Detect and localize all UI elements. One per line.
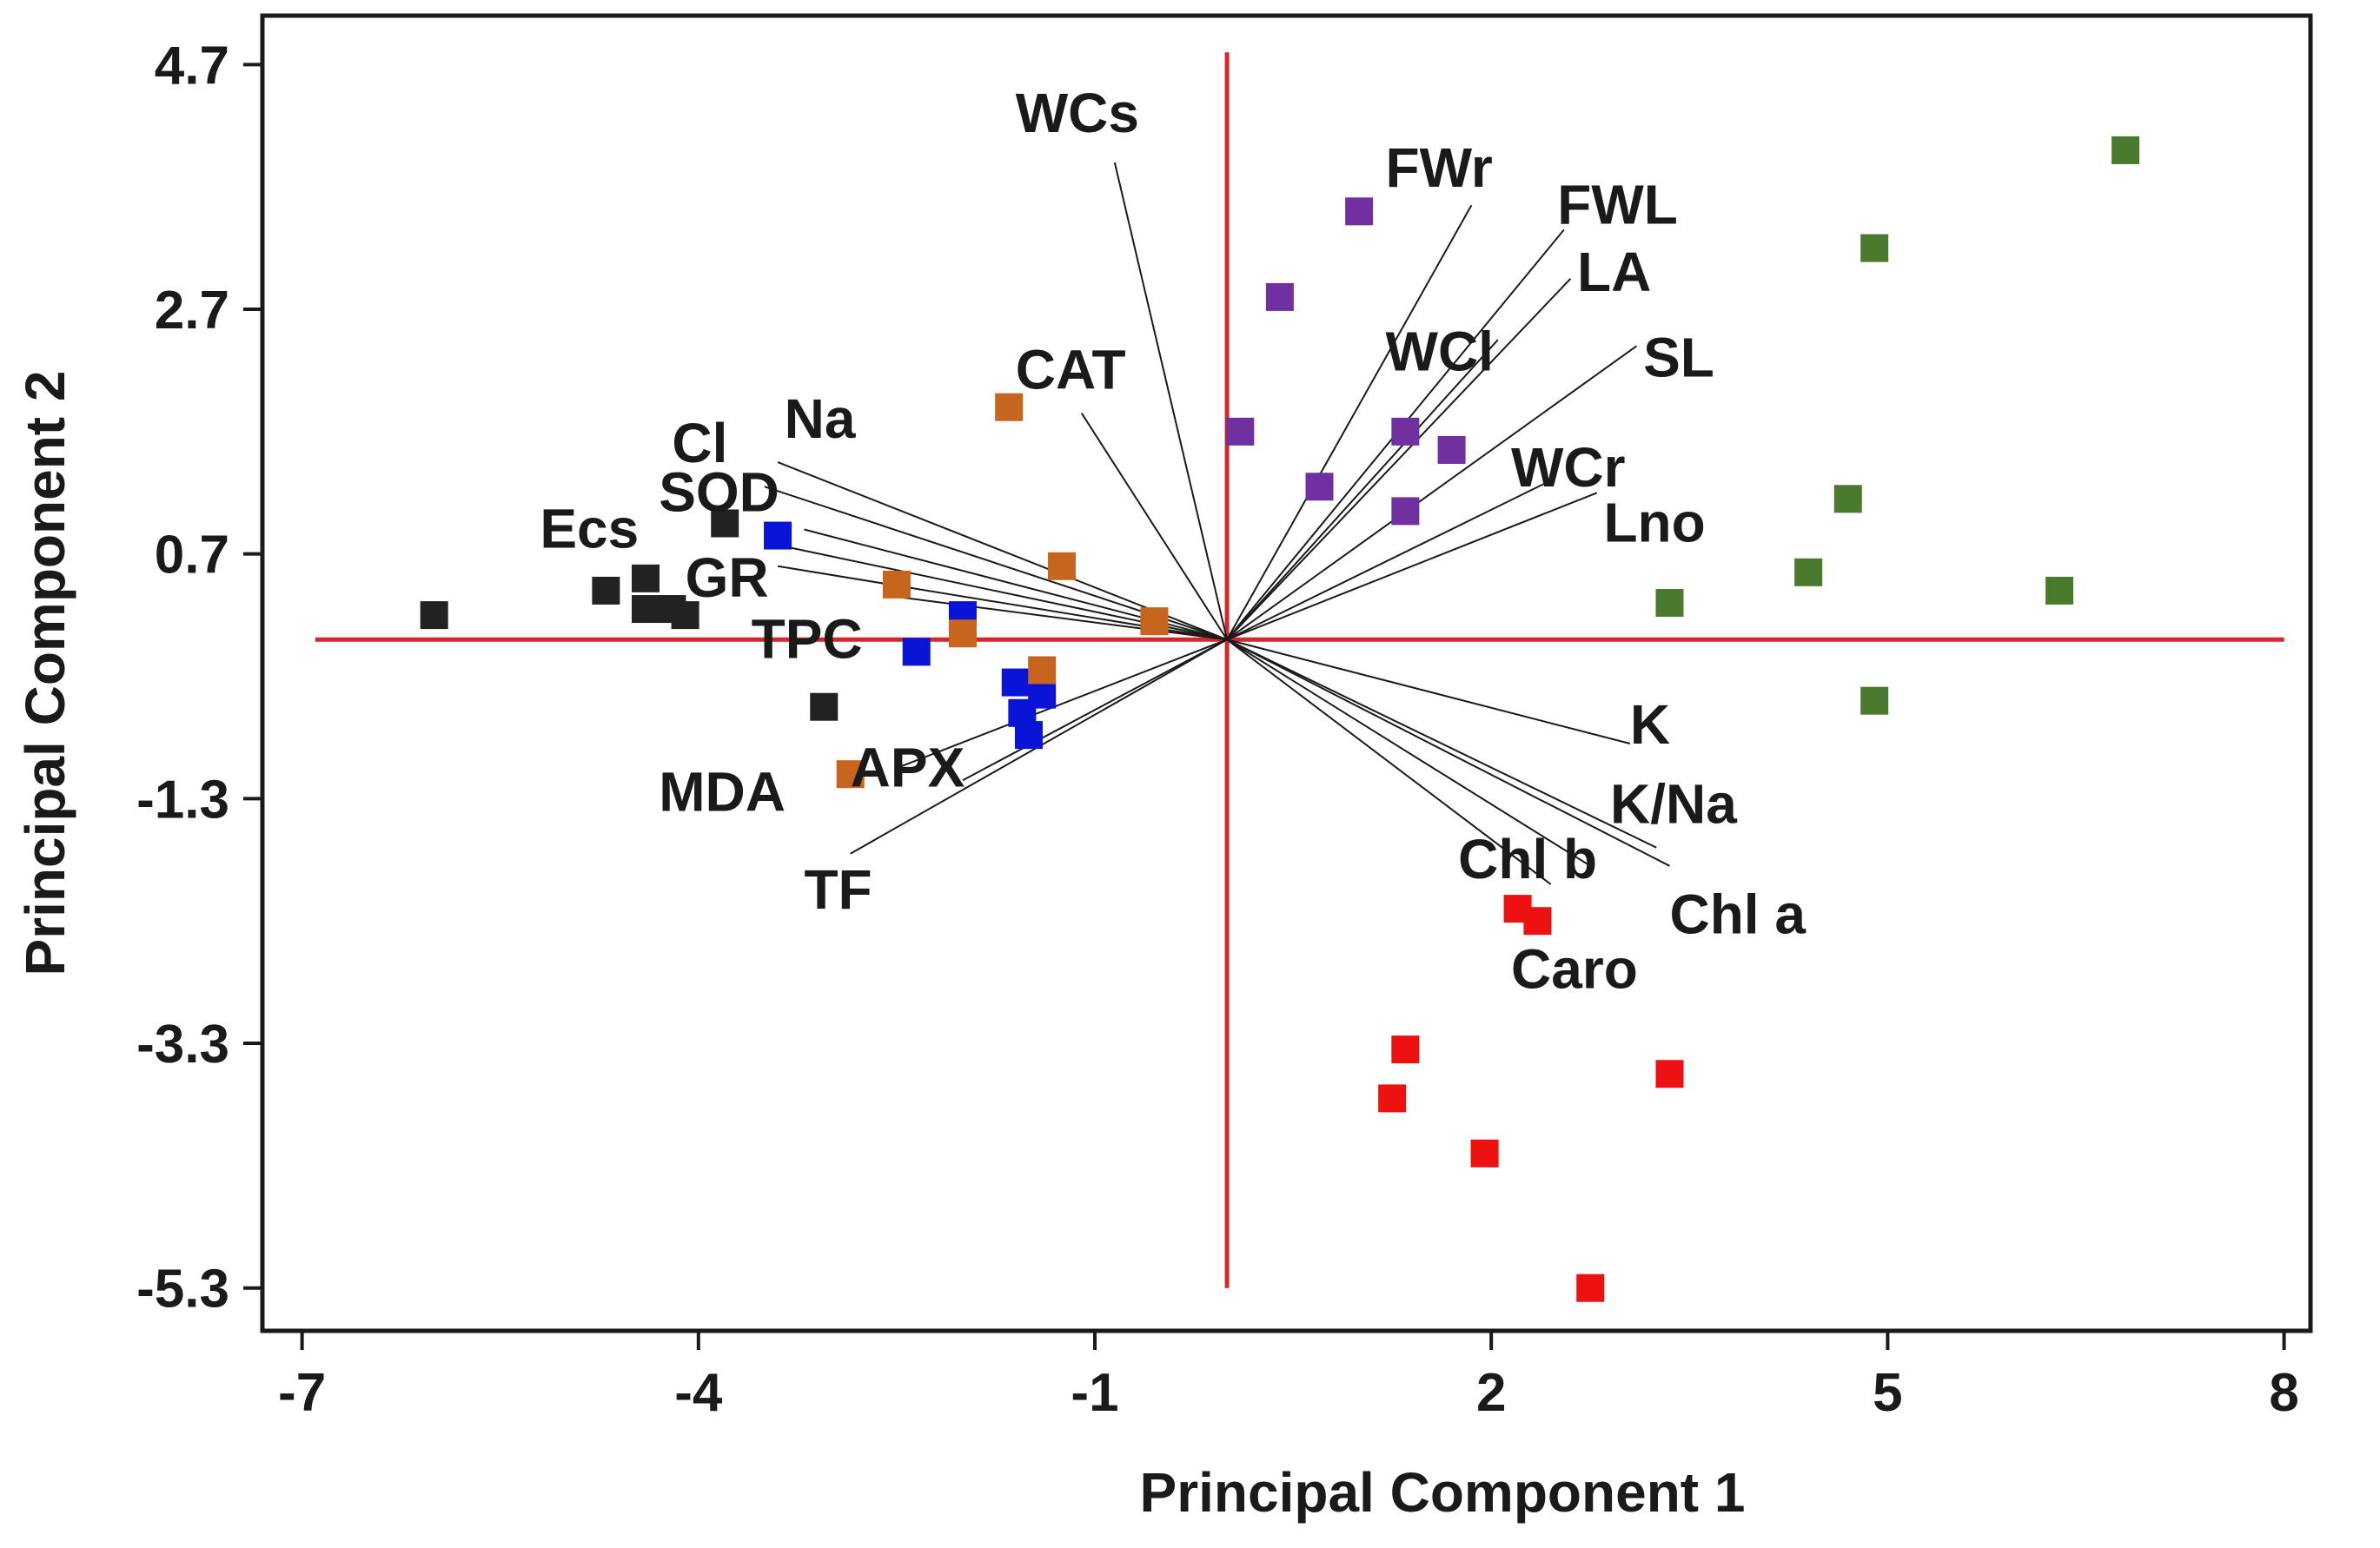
- group-red-point-6: [1655, 1060, 1684, 1088]
- loading-vector-apx: [962, 638, 1228, 782]
- loading-label-chl-b: Chl b: [1458, 828, 1597, 890]
- loading-vector-sl: [1226, 345, 1638, 641]
- loading-label-gr: GR: [686, 546, 769, 609]
- group-purple-point-5: [1437, 435, 1466, 464]
- group-orange-point-7: [836, 760, 865, 789]
- x-axis-title: Principal Component 1: [1140, 1461, 1746, 1524]
- group-blue-point-7: [1014, 721, 1043, 750]
- x-tick-label: 8: [2269, 1363, 2298, 1423]
- group-black-point-3: [631, 564, 660, 592]
- group-green-point-3: [1833, 485, 1862, 513]
- loading-vector-caro: [1226, 638, 1552, 885]
- x-axis-ticks: -7 -4 -1 2 5 8: [278, 1331, 2299, 1423]
- loading-label-wcl: WCl: [1386, 320, 1494, 382]
- loading-vector-cat: [1080, 413, 1228, 640]
- plot-frame: [260, 13, 2313, 1333]
- loading-vector-chl-b: [1226, 638, 1591, 867]
- group-orange-point-6: [1140, 607, 1169, 636]
- loading-label-na: Na: [785, 387, 856, 450]
- loading-label-wcs: WCs: [1016, 82, 1139, 144]
- group-blue-point-4: [1001, 668, 1030, 697]
- group-purple-point-2: [1265, 282, 1294, 311]
- reference-lines: [315, 52, 2284, 1288]
- group-green-point-7: [1860, 686, 1889, 715]
- y-tick-label: 0.7: [155, 526, 229, 585]
- x-tick-label: -4: [674, 1363, 723, 1423]
- group-orange-point-2: [882, 570, 911, 599]
- y-tick-label: 4.7: [155, 36, 229, 96]
- loading-label-k: K: [1630, 693, 1670, 756]
- y-axis-ticks: 4.7 2.7 0.7 -1.3 -3.3 -5.3: [136, 36, 262, 1320]
- group-green-point-6: [1655, 589, 1684, 618]
- group-purple-point-1: [1345, 197, 1374, 226]
- loading-vector-wcr: [1226, 480, 1552, 641]
- loading-label-k-na: K/Na: [1610, 773, 1737, 836]
- loading-label-mda: MDA: [659, 760, 786, 823]
- group-purple-point-6: [1305, 473, 1334, 501]
- group-black-point-8: [810, 692, 839, 721]
- group-orange-point-1: [995, 393, 1024, 421]
- group-orange-point-4: [948, 619, 977, 648]
- y-tick-label: 2.7: [155, 281, 229, 341]
- score-points: [420, 136, 2140, 1302]
- loading-label-lno: Lno: [1603, 492, 1705, 554]
- loading-label-sod: SOD: [659, 460, 779, 523]
- loading-vector-mda: [896, 638, 1228, 770]
- group-red-point-5: [1470, 1139, 1499, 1168]
- loading-vector-fwr: [1226, 204, 1473, 640]
- loading-vector-lno: [1226, 492, 1598, 641]
- group-red-point-4: [1378, 1084, 1407, 1113]
- group-black-point-2: [592, 576, 620, 605]
- loading-label-chl-a: Chl a: [1669, 883, 1806, 945]
- group-green-point-2: [1860, 234, 1889, 262]
- loading-vector-tpc: [896, 595, 1228, 641]
- group-red-point-3: [1391, 1035, 1420, 1064]
- group-green-point-4: [1794, 558, 1823, 586]
- group-black-point-6: [671, 601, 699, 630]
- loading-vector-k: [1226, 638, 1631, 744]
- group-black-point-1: [420, 601, 448, 630]
- loading-vector-chl-a: [1226, 638, 1670, 867]
- loading-label-ecs: Ecs: [540, 498, 639, 560]
- loading-vector-wcl: [1226, 339, 1499, 640]
- loading-label-caro: Caro: [1511, 938, 1638, 1001]
- loading-label-sl: SL: [1643, 326, 1714, 388]
- group-purple-point-3: [1226, 417, 1255, 446]
- loading-label-cl: Cl: [672, 412, 727, 474]
- x-tick-label: -7: [278, 1363, 326, 1423]
- loading-label-tpc: TPC: [752, 607, 863, 670]
- loading-label-cat: CAT: [1016, 339, 1126, 401]
- loading-vector-k-na: [1226, 638, 1657, 849]
- y-tick-label: -5.3: [136, 1260, 229, 1320]
- group-purple-point-4: [1391, 417, 1420, 446]
- x-tick-label: 2: [1476, 1363, 1506, 1423]
- group-blue-point-1: [764, 521, 792, 550]
- group-green-point-1: [2112, 136, 2140, 164]
- loading-label-tf: TF: [804, 858, 872, 921]
- group-red-point-7: [1576, 1273, 1605, 1302]
- loading-label-apx: APX: [851, 736, 965, 798]
- loading-label-wcr: WCr: [1511, 436, 1626, 499]
- loading-vector-wcs: [1113, 162, 1229, 640]
- y-axis-title: Principal Component 2: [14, 371, 76, 976]
- group-blue-point-2: [902, 638, 931, 666]
- loading-label-fwr: FWr: [1386, 136, 1493, 199]
- loading-vector-la: [1226, 278, 1572, 640]
- group-green-point-5: [2045, 576, 2074, 605]
- group-black-point-7: [711, 509, 739, 538]
- y-tick-label: -3.3: [136, 1015, 229, 1075]
- x-tick-label: -1: [1071, 1363, 1118, 1423]
- x-tick-label: 5: [1873, 1363, 1902, 1423]
- group-orange-point-3: [1047, 552, 1076, 580]
- loading-label-la: LA: [1577, 241, 1651, 303]
- group-purple-point-7: [1391, 497, 1420, 526]
- group-red-point-2: [1523, 907, 1552, 936]
- y-tick-label: -1.3: [136, 770, 229, 830]
- group-orange-point-5: [1028, 656, 1057, 685]
- loading-label-fwl: FWL: [1557, 173, 1678, 235]
- group-black-point-4: [631, 595, 660, 624]
